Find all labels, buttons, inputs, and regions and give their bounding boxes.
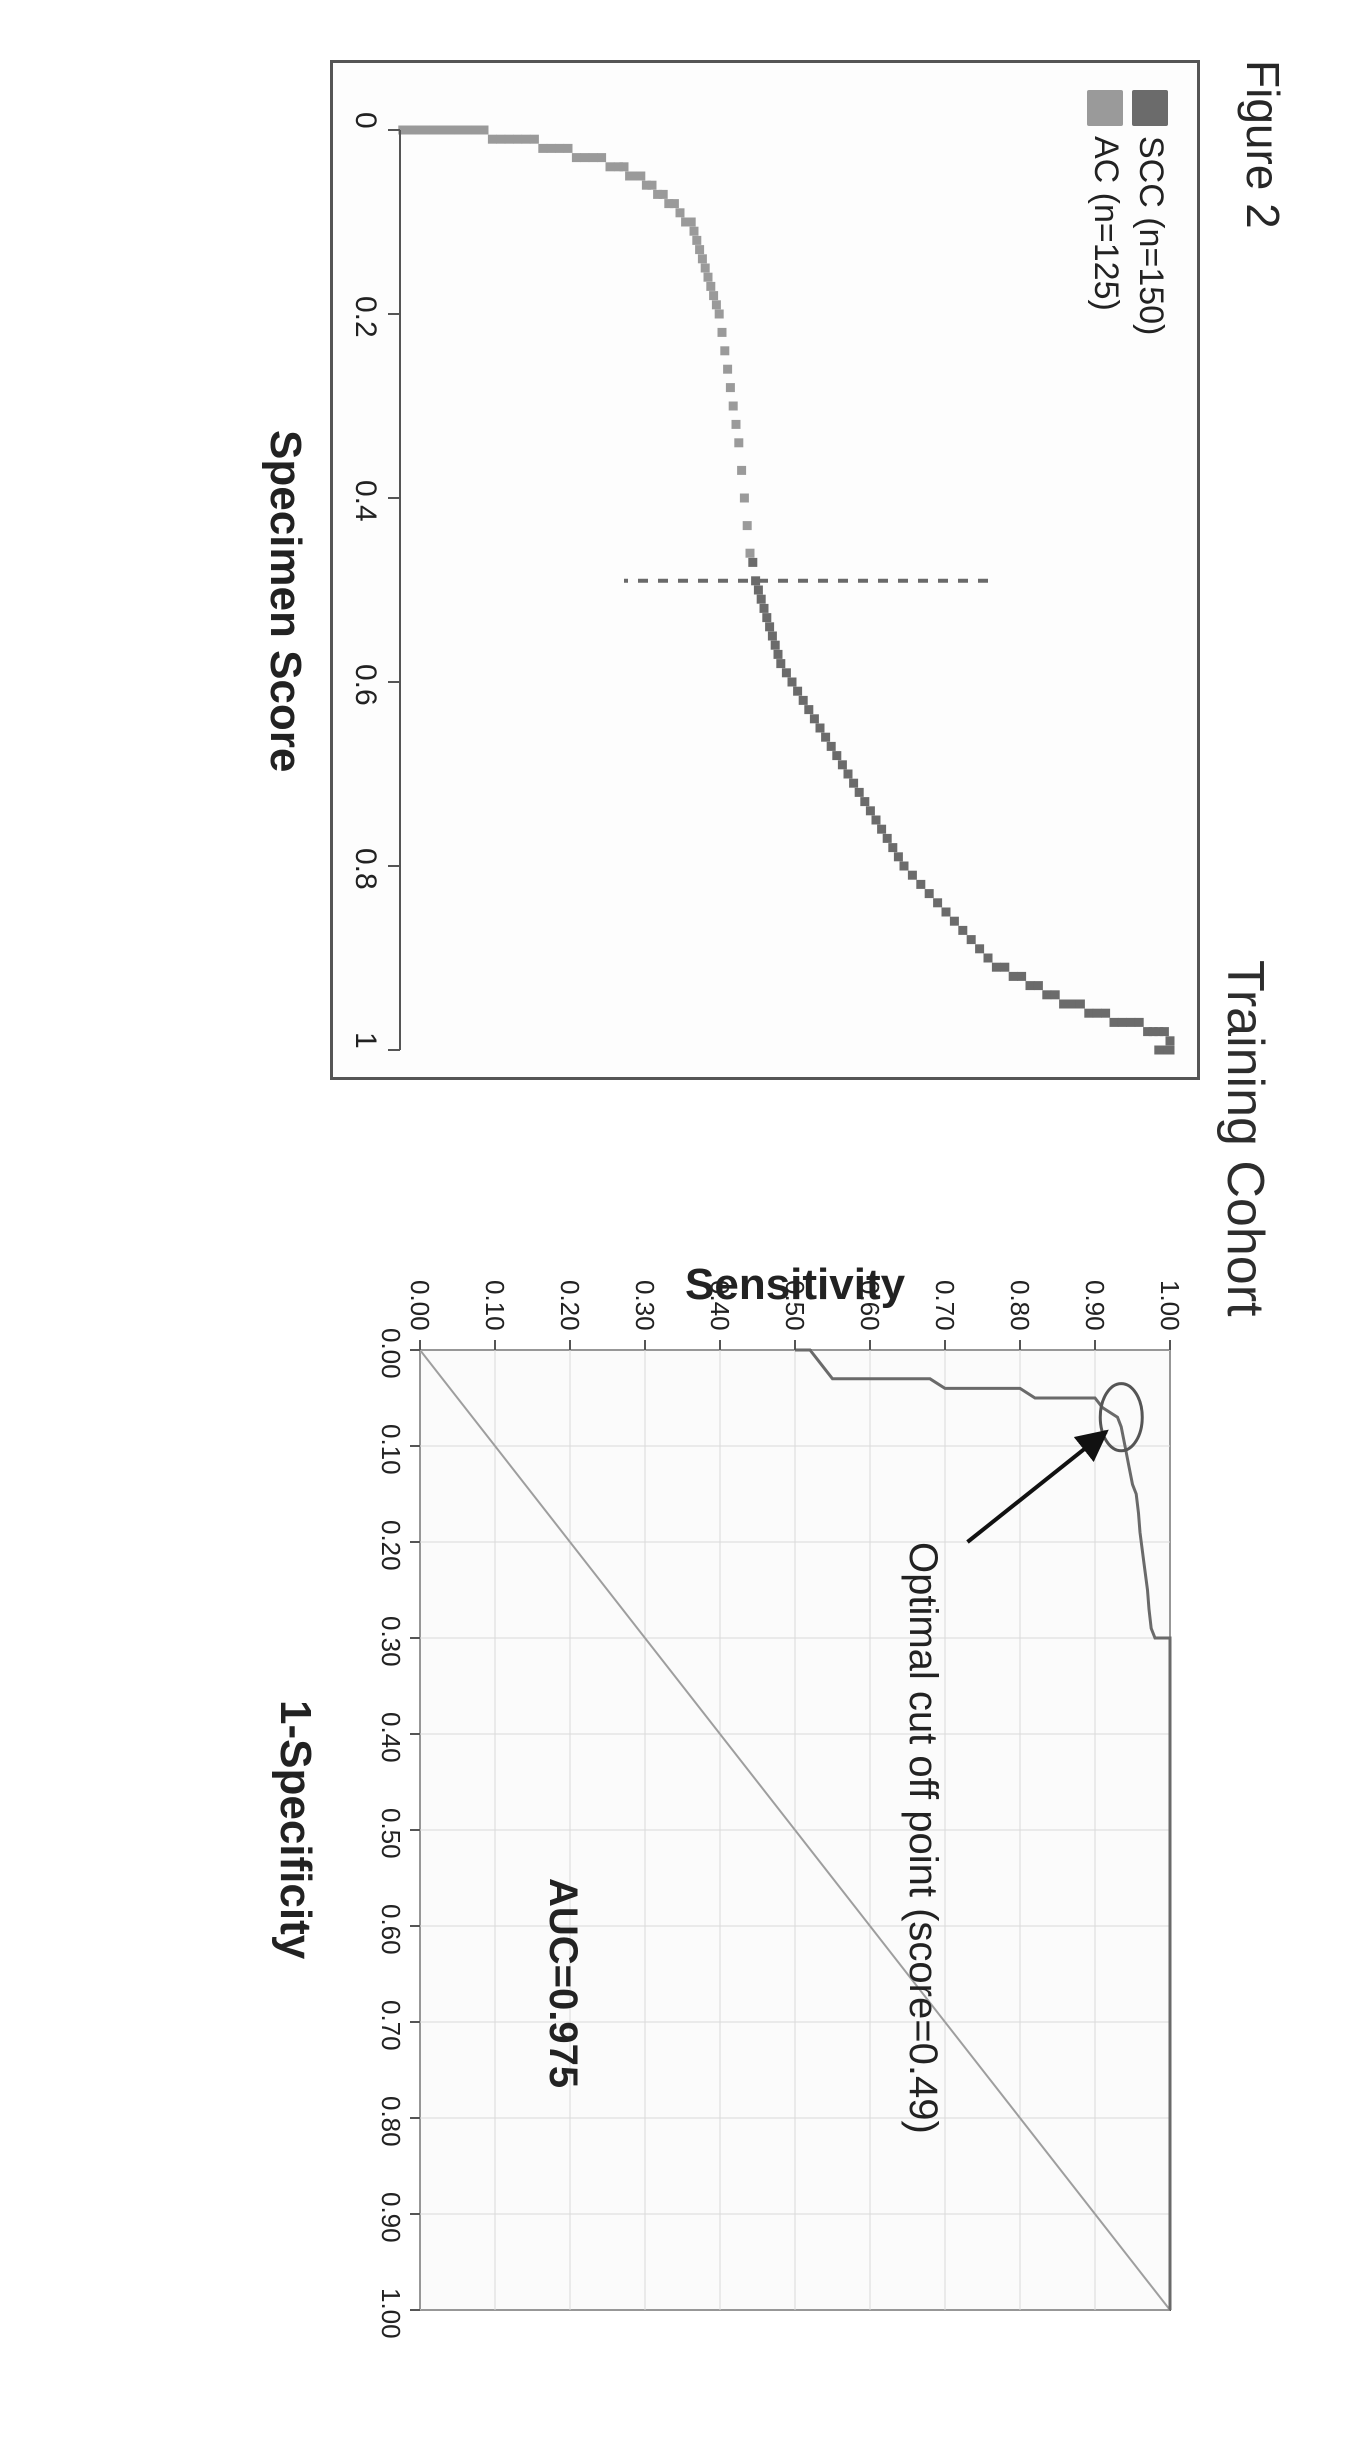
- x-tick-label: 1: [348, 1032, 382, 1049]
- roc-plot: [330, 1230, 1200, 2340]
- specimen-score-plot: [330, 60, 1200, 1080]
- legend-label: SCC (n=150): [1131, 136, 1170, 335]
- cutoff-annotation: Optimal cut off point (score=0.49): [900, 1542, 945, 2134]
- x-tick-label: 0.8: [348, 848, 382, 890]
- x-tick-label: 0.6: [348, 664, 382, 706]
- x-tick-label: 0.4: [348, 480, 382, 522]
- figure-label: Figure 2: [1236, 60, 1290, 229]
- x-tick-label: 1.00: [375, 2288, 406, 2339]
- x-tick-label: 0.10: [375, 1424, 406, 1475]
- legend: SCC (n=150)AC (n=125): [1080, 90, 1170, 335]
- x-tick-label: 0.2: [348, 296, 382, 338]
- y-tick-label: 0.00: [404, 1280, 435, 1331]
- page-title: Training Cohort: [1215, 960, 1275, 1316]
- y-tick-label: 0.80: [1004, 1280, 1035, 1331]
- y-tick-label: 0.10: [479, 1280, 510, 1331]
- legend-item: AC (n=125): [1086, 90, 1125, 335]
- y-tick-label: 0.40: [704, 1280, 735, 1331]
- x-tick-label: 0.60: [375, 1904, 406, 1955]
- y-tick-label: 0.20: [554, 1280, 585, 1331]
- x-tick-label: 0: [348, 112, 382, 129]
- x-tick-label: 0.30: [375, 1616, 406, 1667]
- specimen-score-chart: SCC (n=150)AC (n=125) Specimen Score 00.…: [330, 60, 1200, 1080]
- legend-item: SCC (n=150): [1131, 90, 1170, 335]
- y-tick-label: 1.00: [1154, 1280, 1185, 1331]
- x-tick-label: 0.20: [375, 1520, 406, 1571]
- legend-label: AC (n=125): [1086, 136, 1125, 311]
- x-tick-label: 0.50: [375, 1808, 406, 1859]
- x-tick-label: 0.70: [375, 2000, 406, 2051]
- x-axis-label: 1-Specificity: [270, 1700, 320, 1959]
- x-axis-label: Specimen Score: [260, 430, 310, 772]
- y-tick-label: 0.50: [779, 1280, 810, 1331]
- y-tick-label: 0.90: [1079, 1280, 1110, 1331]
- x-tick-label: 0.40: [375, 1712, 406, 1763]
- y-tick-label: 0.60: [854, 1280, 885, 1331]
- legend-swatch: [1133, 90, 1169, 126]
- y-tick-label: 0.30: [629, 1280, 660, 1331]
- x-tick-label: 0.90: [375, 2192, 406, 2243]
- x-tick-label: 0.80: [375, 2096, 406, 2147]
- legend-swatch: [1088, 90, 1124, 126]
- x-tick-label: 0.00: [375, 1328, 406, 1379]
- auc-annotation: AUC=0.975: [540, 1878, 585, 2088]
- y-tick-label: 0.70: [929, 1280, 960, 1331]
- roc-chart: Sensitivity 1-Specificity 0.000.100.200.…: [330, 1230, 1200, 2340]
